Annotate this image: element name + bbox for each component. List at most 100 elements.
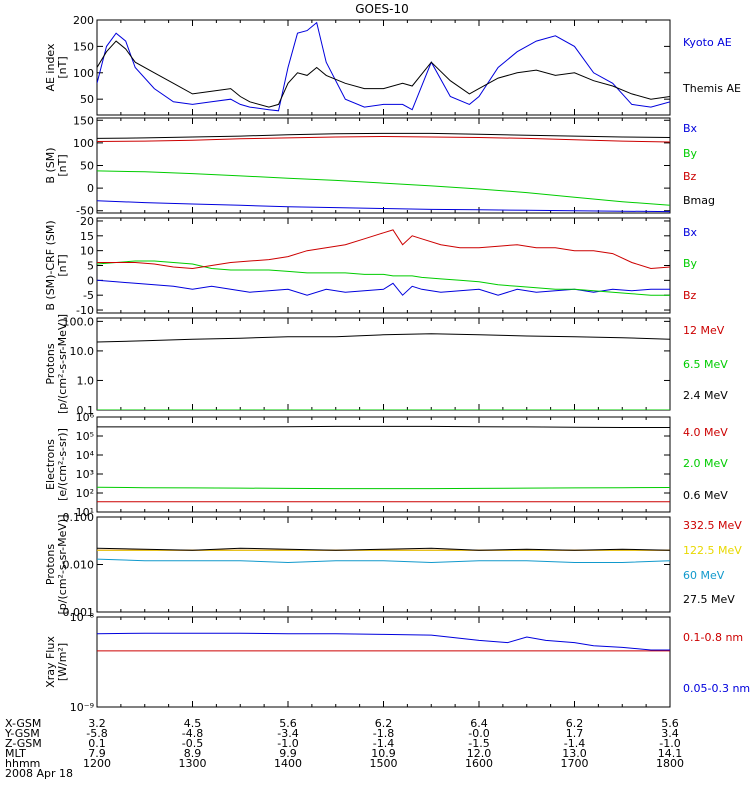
legend-0-1-0-8-nm: 0.1-0.8 nm: [683, 631, 743, 644]
y-axis-label: AE index: [44, 43, 57, 92]
ephemeris-value: -0.5: [182, 737, 203, 750]
ephemeris-row-name: Y-GSM: [4, 727, 40, 740]
y-tick-label: 10⁻⁸: [70, 611, 95, 624]
y-tick-label: -10: [76, 304, 94, 317]
panel-frame: [96, 416, 671, 513]
y-axis-label: B (SM): [44, 147, 57, 183]
ephemeris-value: 4.5: [184, 717, 202, 730]
y-tick-label: -5: [83, 289, 94, 302]
ephemeris-value: -3.4: [277, 727, 298, 740]
panel-5: 10⁶ 10⁵ 10⁴ 10³ 10² 10¹ Electrons [e/(cm²-s-sr)…: [44, 411, 728, 519]
legend-0-6-mev: 0.6 MeV: [683, 489, 728, 502]
y-tick-label: 50: [80, 160, 94, 173]
series-line-kyoto-ae: [97, 21, 670, 112]
legend-4-0-mev: 4.0 MeV: [683, 426, 728, 439]
ephemeris-value: 1400: [274, 757, 302, 770]
y-tick-label: 15: [80, 230, 94, 243]
ephemeris-value: 7.9: [88, 747, 106, 760]
panel-4: 100.0 10.0 1.0 0.1 Protons [p/(cm²-s-sr-MeV)]…: [44, 314, 728, 417]
y-axis-label: [nT]: [56, 254, 69, 276]
ephemeris-value: -5.8: [86, 727, 107, 740]
y-tick-label: 0.100: [63, 511, 95, 524]
ephemeris-value: 3.4: [661, 727, 679, 740]
y-tick-label: 10.0: [70, 345, 95, 358]
y-tick-label: 5: [87, 260, 94, 273]
series-line-2-4-mev: [97, 333, 670, 343]
y-axis-label: [nT]: [56, 154, 69, 176]
ephemeris-value: 3.2: [88, 717, 106, 730]
panel-frame: [96, 217, 671, 314]
legend-332-5-mev: 332.5 MeV: [683, 519, 742, 532]
legend-themis-ae: Themis AE: [682, 82, 741, 95]
y-tick-label: 100: [73, 67, 94, 80]
series-line-by: [97, 170, 670, 206]
ephemeris-value: 14.1: [658, 747, 683, 760]
y-axis-label: Protons: [44, 343, 57, 384]
series-line-bmag: [97, 132, 670, 139]
y-tick-label: 10¹: [76, 506, 94, 519]
ephemeris-value: -1.8: [373, 727, 394, 740]
y-tick-label: 150: [73, 40, 94, 53]
y-tick-label: 10: [80, 245, 94, 258]
y-tick-label: 50: [80, 93, 94, 106]
ephemeris-value: -1.4: [373, 737, 394, 750]
ephemeris-value: -1.5: [468, 737, 489, 750]
series-line-2-0-mev: [97, 486, 670, 490]
panel-3: 20 15 10 50 -5 -10 B (SM)-CRF (SM) [nT] Bx By Bz: [44, 215, 698, 317]
legend-by: By: [683, 257, 698, 270]
ephemeris-value: 1500: [370, 757, 398, 770]
ephemeris-value: 6.4: [470, 717, 488, 730]
ephemeris-value: 1700: [561, 757, 589, 770]
ephemeris-row-name: hhmm: [5, 757, 40, 770]
ephemeris-value: 10.9: [371, 747, 396, 760]
panel-2: 150 100 50 0 -50 B (SM) [nT] Bx By Bz Bmag: [44, 114, 715, 217]
ephemeris-value: 5.6: [279, 717, 297, 730]
ephemeris-value: 5.6: [661, 717, 679, 730]
ephemeris-row-name: Z-GSM: [5, 737, 42, 750]
ephemeris-row-name: X-GSM: [5, 717, 41, 730]
y-axis-label: [e/(cm²-s-sr)]: [56, 428, 69, 501]
y-tick-label: 10⁻⁹: [70, 701, 94, 714]
series-line-bz: [97, 135, 670, 143]
ephemeris-value: -1.4: [564, 737, 585, 750]
series-line-0-6-mev: [97, 425, 670, 428]
panel-frame: [96, 117, 671, 214]
y-tick-label: 0.001: [63, 606, 95, 619]
legend-60-mev: 60 MeV: [683, 569, 725, 582]
y-axis-label: [p/(cm²-s-sr-MeV)]: [56, 515, 69, 615]
ephemeris-value: 1600: [465, 757, 493, 770]
panel-frame: [96, 317, 671, 411]
series-line-by: [97, 260, 670, 296]
ephemeris-value: 1200: [83, 757, 111, 770]
legend-6-5-mev: 6.5 MeV: [683, 358, 728, 371]
series-line-0-05-0-3-nm: [97, 632, 670, 651]
panel-frame: [96, 516, 671, 613]
ephemeris-row-name: MLT: [5, 747, 26, 760]
ephemeris-value: 0.1: [88, 737, 106, 750]
y-tick-label: 100: [73, 137, 94, 150]
y-axis-label: Xray Flux: [44, 636, 57, 688]
ephemeris-value: -1.0: [659, 737, 680, 750]
y-axis-label: [W/m²]: [56, 643, 69, 681]
y-axis-label: [p/(cm²-s-sr-MeV)]: [56, 314, 69, 414]
ephemeris-value: 1800: [656, 757, 684, 770]
series-line-60-mev: [97, 558, 670, 564]
y-tick-label: 0: [87, 274, 94, 287]
y-axis-label: B (SM)-CRF (SM): [44, 220, 57, 310]
y-axis-label: Protons: [44, 544, 57, 585]
y-tick-label: 10⁴: [76, 449, 95, 462]
y-tick-label: 20: [80, 215, 94, 228]
legend-bx: Bx: [683, 226, 698, 239]
panel-frame: [96, 19, 671, 116]
series-line-themis-ae: [97, 40, 670, 108]
series-line-bx: [97, 200, 670, 213]
date-label: 2008 Apr 18: [5, 767, 73, 780]
y-tick-label: 0.1: [77, 404, 95, 417]
ephemeris-value: 8.9: [184, 747, 202, 760]
ephemeris-value: -4.8: [182, 727, 203, 740]
y-tick-label: -50: [76, 205, 94, 218]
ephemeris-value: 6.2: [566, 717, 584, 730]
panel-7: 10⁻⁸ 10⁻⁹ Xray Flux [W/m²] 0.1-0.8 nm 0.05-0.…: [44, 611, 750, 714]
y-tick-label: 1.0: [77, 374, 95, 387]
ephemeris-value: 6.2: [375, 717, 393, 730]
